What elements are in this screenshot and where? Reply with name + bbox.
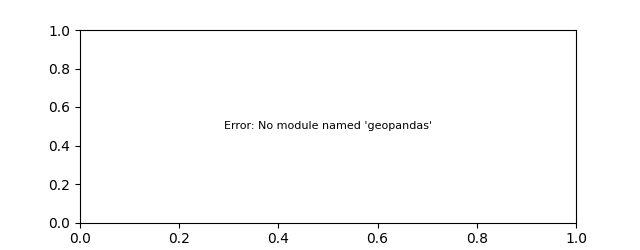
Text: Error: No module named 'geopandas': Error: No module named 'geopandas' <box>224 121 432 131</box>
